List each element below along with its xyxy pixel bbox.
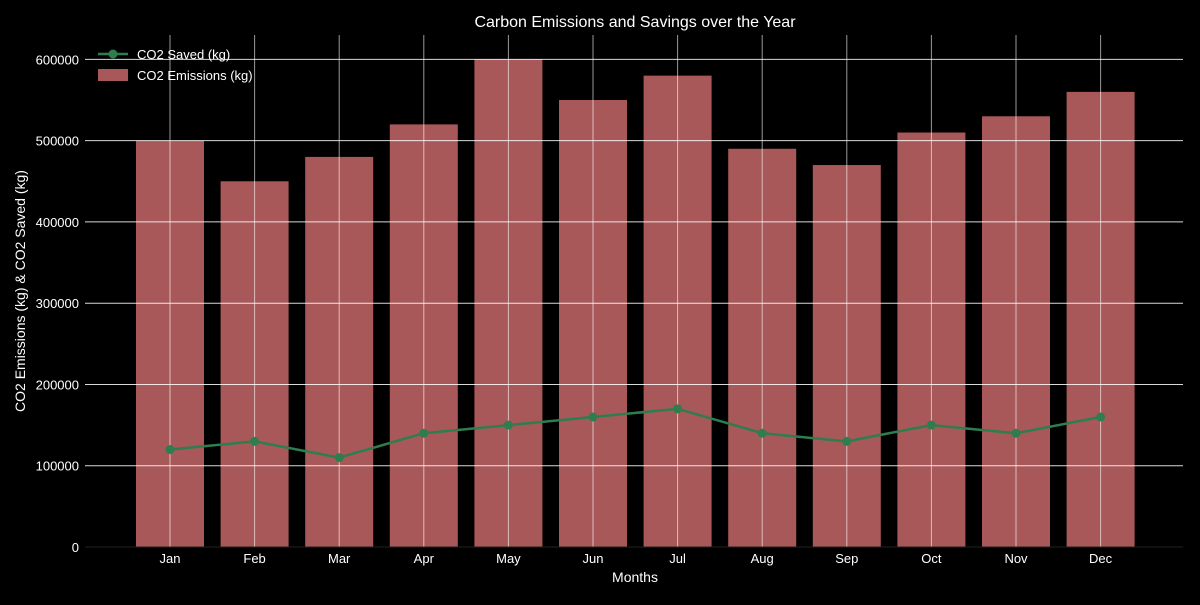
x-tick-label-jan: Jan — [160, 551, 181, 566]
chart-title: Carbon Emissions and Savings over the Ye… — [474, 14, 796, 31]
saved-point-mar — [334, 453, 344, 463]
x-tick-label-sep: Sep — [835, 551, 858, 566]
x-tick-label-nov: Nov — [1004, 551, 1028, 566]
x-tick-label-may: May — [496, 551, 521, 566]
x-tick-label-jul: Jul — [669, 551, 686, 566]
y-tick-label-6: 600000 — [36, 52, 79, 67]
y-tick-label-4: 400000 — [36, 215, 79, 230]
y-tick-label-3: 300000 — [36, 296, 79, 311]
x-tick-label-aug: Aug — [751, 551, 774, 566]
saved-point-apr — [419, 428, 429, 438]
x-tick-label-apr: Apr — [414, 551, 435, 566]
x-axis-label: Months — [612, 569, 658, 585]
x-tick-label-dec: Dec — [1089, 551, 1113, 566]
saved-point-sep — [842, 436, 852, 446]
y-tick-label-0: 0 — [72, 540, 79, 555]
legend-label-emissions: CO2 Emissions (kg) — [137, 68, 253, 83]
saved-point-jul — [673, 404, 683, 414]
x-tick-label-mar: Mar — [328, 551, 351, 566]
saved-point-aug — [757, 428, 767, 438]
legend-marker-saved — [108, 49, 118, 59]
saved-point-jun — [588, 412, 598, 422]
saved-point-jan — [165, 444, 175, 454]
x-tick-label-jun: Jun — [583, 551, 604, 566]
legend-swatch-emissions — [98, 69, 128, 81]
saved-point-may — [503, 420, 513, 430]
y-tick-label-1: 100000 — [36, 459, 79, 474]
saved-line — [169, 407, 1101, 459]
legend-label-saved: CO2 Saved (kg) — [137, 47, 230, 62]
x-tick-label-oct: Oct — [921, 551, 942, 566]
saved-point-oct — [926, 420, 936, 430]
saved-point-dec — [1096, 412, 1106, 422]
saved-point-feb — [250, 436, 260, 446]
saved-point-nov — [1011, 428, 1021, 438]
y-tick-label-5: 500000 — [36, 134, 79, 149]
y-tick-label-2: 200000 — [36, 377, 79, 392]
plot-area: Jan Feb Mar Apr May Jun Jul Aug Sep Oct Nov Dec 0 100… — [36, 35, 1183, 566]
y-axis-label: CO2 Emissions (kg) & CO2 Saved (kg) — [12, 170, 28, 412]
x-tick-label-feb: Feb — [243, 551, 265, 566]
